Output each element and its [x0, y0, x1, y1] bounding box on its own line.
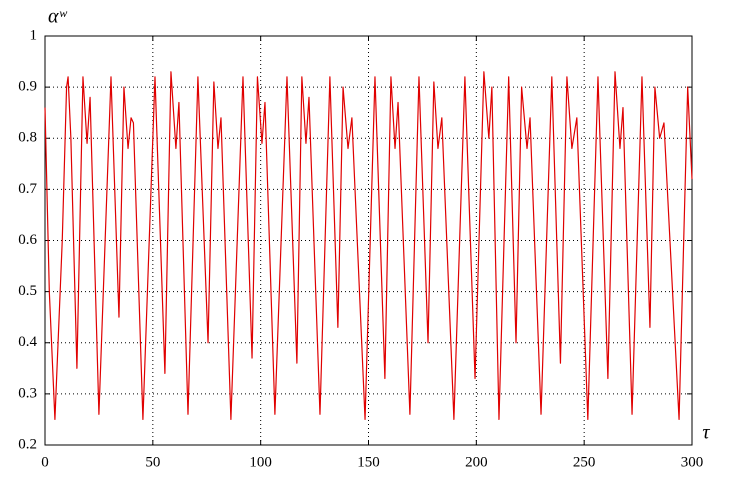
x-tick-label: 300	[681, 454, 704, 470]
x-tick-label: 100	[249, 454, 272, 470]
y-tick-label: 0.4	[18, 334, 37, 350]
x-tick-label: 250	[573, 454, 596, 470]
y-axis-label: αʷ	[48, 6, 67, 28]
y-tick-label: 0.5	[18, 283, 37, 299]
y-tick-label: 0.2	[18, 436, 37, 452]
x-tick-label: 200	[465, 454, 488, 470]
y-tick-label: 0.8	[18, 130, 37, 146]
y-tick-label: 0.9	[18, 79, 37, 95]
y-tick-label: 0.3	[18, 385, 37, 401]
data-line	[44, 71, 693, 421]
x-tick-label: 0	[41, 454, 49, 470]
x-tick-label: 50	[145, 454, 160, 470]
plot-frame	[44, 35, 693, 446]
x-tick-label: 150	[357, 454, 380, 470]
y-tick-label: 0.7	[18, 181, 37, 197]
x-axis-label: τ	[702, 422, 710, 444]
y-tick-label: 1	[30, 27, 38, 43]
y-tick-label: 0.6	[18, 232, 37, 248]
